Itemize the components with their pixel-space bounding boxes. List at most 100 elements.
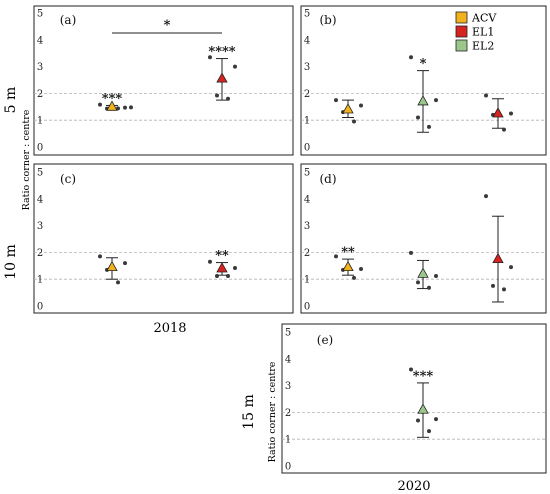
data-point bbox=[484, 93, 488, 98]
legend-swatch-acv bbox=[455, 11, 468, 24]
significance-label: **** bbox=[208, 45, 235, 60]
group-acv bbox=[334, 98, 363, 124]
data-point bbox=[123, 105, 127, 110]
group-el1 bbox=[484, 93, 513, 132]
y-tick-label: 3 bbox=[304, 221, 310, 232]
y-tick-label: 0 bbox=[304, 143, 310, 154]
data-point bbox=[509, 111, 513, 116]
row-label-5m: 5 m bbox=[3, 87, 19, 114]
group-el2 bbox=[409, 250, 438, 290]
y-tick-label: 2 bbox=[304, 248, 310, 259]
significance-label: *** bbox=[413, 369, 434, 384]
data-point bbox=[334, 254, 338, 259]
data-point bbox=[208, 259, 212, 264]
panel-label: (a) bbox=[60, 13, 77, 27]
panel-d: 0 1 2 3 4 5 (d) ** bbox=[301, 168, 546, 313]
y-tick-label: 2 bbox=[37, 89, 43, 100]
group-acv: ** bbox=[334, 245, 363, 280]
y-tick-label: 3 bbox=[304, 62, 310, 73]
y-tick-label: 5 bbox=[285, 328, 291, 339]
panel-a-frame bbox=[33, 5, 294, 156]
legend-item-el2: EL2 bbox=[455, 39, 494, 53]
y-tick-label: 3 bbox=[37, 221, 43, 232]
data-point bbox=[334, 98, 338, 103]
y-tick-label: 0 bbox=[37, 302, 43, 313]
group-el1: ** bbox=[208, 249, 237, 278]
data-point bbox=[434, 98, 438, 103]
data-point bbox=[233, 64, 237, 69]
y-tick-label: 5 bbox=[37, 168, 43, 179]
legend: ACV EL1 EL2 bbox=[455, 11, 497, 53]
group-acv bbox=[98, 254, 127, 285]
legend-label-acv: ACV bbox=[471, 12, 497, 25]
data-point bbox=[409, 250, 413, 255]
data-point bbox=[434, 417, 438, 422]
data-point bbox=[215, 93, 219, 98]
group-acv: *** bbox=[98, 91, 133, 111]
panel-c: 0 1 2 3 4 5 (c) ** bbox=[34, 168, 293, 313]
y-tick-label: 1 bbox=[304, 116, 310, 127]
data-point bbox=[98, 254, 102, 259]
y-tick-label: 1 bbox=[304, 275, 310, 286]
mean-marker bbox=[417, 95, 429, 106]
legend-swatch-el1 bbox=[455, 25, 468, 38]
y-tick-label: 0 bbox=[37, 143, 43, 154]
y-tick-label: 5 bbox=[304, 168, 310, 179]
row-label-15m: 15 m bbox=[241, 394, 257, 430]
y-tick-label: 3 bbox=[285, 381, 291, 392]
data-point bbox=[409, 367, 413, 372]
legend-item-el1: EL1 bbox=[455, 25, 494, 39]
panel-c-frame bbox=[33, 163, 294, 314]
significance-label: ** bbox=[341, 245, 355, 260]
mean-marker bbox=[106, 100, 118, 111]
data-point bbox=[123, 261, 127, 266]
data-point bbox=[434, 273, 438, 278]
data-point bbox=[215, 273, 219, 278]
comparison-label: * bbox=[164, 18, 171, 33]
y-tick-label: 4 bbox=[285, 354, 291, 365]
y-tick-label: 4 bbox=[37, 194, 43, 205]
panel-label: (b) bbox=[319, 13, 336, 27]
y-tick-label: 4 bbox=[304, 194, 310, 205]
y-tick-label: 3 bbox=[37, 62, 43, 73]
data-point bbox=[416, 115, 420, 120]
panel-label: (e) bbox=[317, 333, 333, 347]
y-tick-label: 0 bbox=[285, 462, 291, 473]
y-tick-label: 1 bbox=[285, 435, 291, 446]
significance-label: *** bbox=[102, 91, 123, 106]
mean-marker bbox=[417, 403, 429, 414]
data-point bbox=[427, 429, 431, 434]
data-point bbox=[427, 124, 431, 129]
data-point bbox=[116, 106, 120, 111]
data-point bbox=[416, 280, 420, 285]
y-tick-label: 4 bbox=[304, 35, 310, 46]
mean-marker bbox=[216, 262, 228, 273]
column-label-2018: 2018 bbox=[153, 321, 186, 336]
column-label-2020: 2020 bbox=[397, 479, 430, 494]
panel-b: 0 1 2 3 4 5 (b) * bbox=[301, 9, 546, 154]
legend-swatch-el2 bbox=[455, 39, 468, 52]
data-point bbox=[352, 119, 356, 124]
mean-marker bbox=[417, 267, 429, 278]
data-point bbox=[226, 96, 230, 101]
data-point bbox=[502, 127, 506, 132]
y-tick-label: 0 bbox=[304, 302, 310, 313]
data-point bbox=[208, 55, 212, 60]
data-point bbox=[359, 267, 363, 272]
row-label-10m: 10 m bbox=[3, 244, 19, 280]
data-point bbox=[352, 275, 356, 280]
legend-label-el2: EL2 bbox=[472, 40, 494, 53]
group-el1 bbox=[484, 194, 513, 303]
mean-marker bbox=[492, 107, 504, 118]
group-el2: *** bbox=[409, 367, 438, 438]
data-point bbox=[129, 105, 133, 110]
panel-b-frame bbox=[300, 5, 547, 156]
y-tick-label: 1 bbox=[37, 275, 43, 286]
data-point bbox=[491, 283, 495, 288]
group-el2: * bbox=[409, 55, 438, 133]
y-tick-label: 5 bbox=[304, 9, 310, 20]
y-tick-label: 2 bbox=[304, 89, 310, 100]
panel-label: (d) bbox=[319, 172, 336, 186]
